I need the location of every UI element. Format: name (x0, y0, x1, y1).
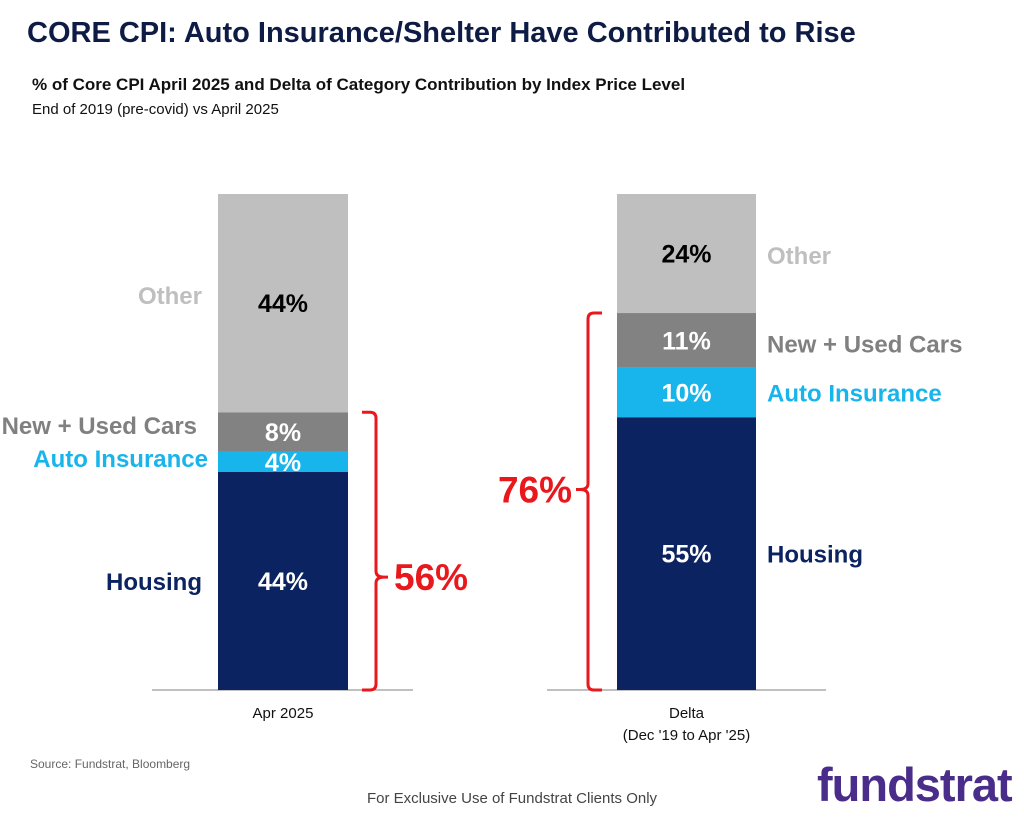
bar-segment-auto-insurance (218, 451, 348, 472)
bar-segment-other (617, 194, 756, 314)
x-tick-label: (Dec '19 to Apr '25) (623, 727, 750, 744)
bar-segment-housing (617, 417, 756, 690)
data-label: 11% (662, 327, 711, 355)
data-label: 44% (258, 290, 308, 318)
series-label-housing: Housing (767, 542, 863, 569)
chart-subtitle: % of Core CPI April 2025 and Delta of Ca… (32, 75, 686, 94)
bar-segment-new-used-cars (218, 412, 348, 452)
data-label: 8% (265, 419, 301, 447)
x-tick-label: Delta (669, 705, 705, 722)
bar-segment-other (218, 194, 348, 413)
series-label-other: Other (767, 243, 831, 270)
series-label-new-used-cars: New + Used Cars (767, 331, 962, 358)
series-label-auto-insurance: Auto Insurance (767, 380, 942, 407)
x-tick-label: Apr 2025 (253, 705, 314, 722)
bracket-total-label: 56% (394, 557, 468, 598)
chart-subtitle-secondary: End of 2019 (pre-covid) vs April 2025 (32, 101, 279, 118)
series-label-other: Other (138, 283, 202, 310)
series-label-auto-insurance: Auto Insurance (33, 446, 208, 473)
series-label-new-used-cars: New + Used Cars (2, 413, 197, 440)
fundstrat-logo: fundstrat (817, 758, 1013, 811)
bracket (576, 311, 602, 692)
bar-segment-housing (218, 471, 348, 690)
bar-segment-auto-insurance (617, 367, 756, 418)
bracket (362, 410, 388, 692)
series-label-housing: Housing (106, 569, 202, 596)
footer-disclaimer: For Exclusive Use of Fundstrat Clients O… (366, 790, 658, 807)
source-note: Source: Fundstrat, Bloomberg (30, 757, 191, 771)
data-label: 44% (258, 568, 308, 596)
data-label: 4% (265, 449, 301, 477)
bracket-total-label: 76% (498, 470, 572, 511)
data-label: 10% (661, 379, 711, 407)
page-title: CORE CPI: Auto Insurance/Shelter Have Co… (27, 17, 856, 49)
data-label: 24% (661, 241, 711, 269)
bar-segment-new-used-cars (617, 313, 756, 368)
data-label: 55% (661, 541, 711, 569)
